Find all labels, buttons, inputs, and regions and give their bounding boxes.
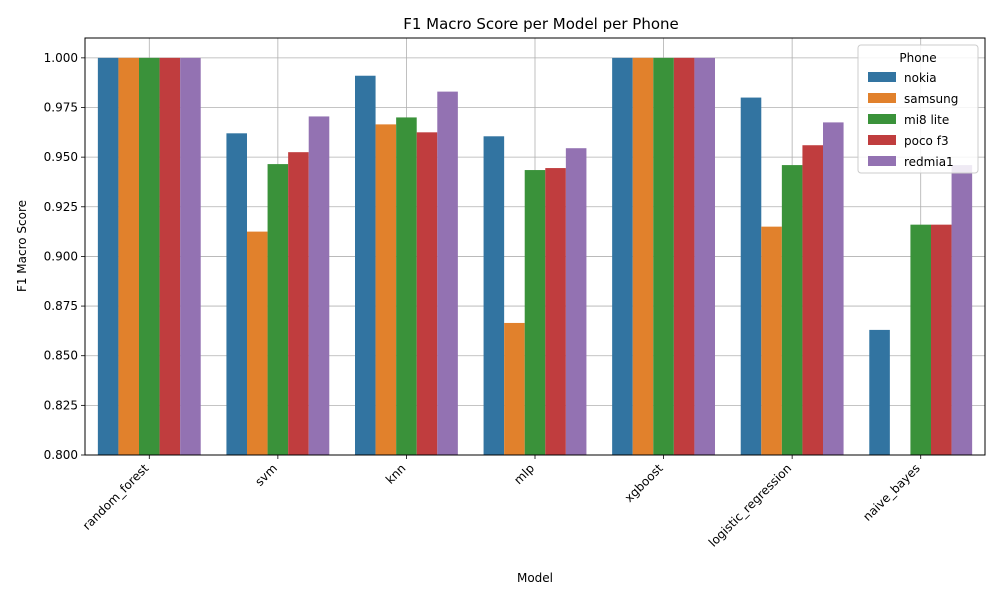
bar-nokia-random_forest <box>97 57 119 455</box>
bar-poco-f3-knn <box>416 132 438 456</box>
bar-poco-f3-svm <box>288 152 309 455</box>
y-tick-label: 0.800 <box>44 448 78 462</box>
bar-samsung-logistic_regression <box>761 226 782 455</box>
x-tick-label: naive_bayes <box>860 461 923 524</box>
bar-poco-f3-xgboost <box>673 57 695 455</box>
chart-title: F1 Macro Score per Model per Phone <box>403 15 679 33</box>
legend-entry: mi8 lite <box>904 113 949 127</box>
legend-entry: redmia1 <box>904 155 954 169</box>
bar-mi8-lite-naive_bayes <box>910 224 931 455</box>
bar-mi8-lite-svm <box>267 164 289 456</box>
y-axis-label: F1 Macro Score <box>15 200 29 292</box>
x-tick-label: xgboost <box>622 461 666 505</box>
legend-entry: poco f3 <box>904 134 949 148</box>
y-tick-label: 0.975 <box>44 101 78 115</box>
bar-nokia-logistic_regression <box>740 97 762 456</box>
bar-samsung-knn <box>375 124 397 455</box>
x-tick-label: random_forest <box>80 461 152 533</box>
x-tick-label: svm <box>252 461 280 489</box>
bar-samsung-mlp <box>504 322 525 455</box>
y-tick-label: 0.875 <box>44 299 78 313</box>
bar-redmia1-mlp <box>565 148 587 455</box>
bar-poco-f3-logistic_regression <box>802 145 823 455</box>
legend-swatch <box>868 135 896 145</box>
x-tick-label: mlp <box>511 461 537 487</box>
legend-swatch <box>868 93 896 103</box>
x-tick-label: knn <box>383 461 409 487</box>
bar-mi8-lite-random_forest <box>139 57 160 455</box>
bar-nokia-naive_bayes <box>869 329 890 455</box>
legend-swatch <box>868 72 896 82</box>
legend-entry: samsung <box>904 92 958 106</box>
bar-redmia1-naive_bayes <box>951 165 973 456</box>
legend: Phone nokia samsung mi8 lite poco f3 redmia1 <box>857 44 979 174</box>
bar-redmia1-knn <box>437 91 458 455</box>
bar-nokia-knn <box>355 75 376 455</box>
bars <box>97 57 973 456</box>
legend-entry: nokia <box>904 71 937 85</box>
y-tick-label: 0.850 <box>44 349 78 363</box>
bar-mi8-lite-knn <box>396 117 417 455</box>
legend-title: Phone <box>899 51 936 65</box>
bar-redmia1-svm <box>308 116 330 455</box>
bar-redmia1-logistic_regression <box>823 122 844 456</box>
bar-redmia1-random_forest <box>180 57 201 455</box>
bar-nokia-svm <box>226 133 247 456</box>
x-axis-label: Model <box>517 571 553 585</box>
legend-swatch <box>868 156 896 166</box>
x-tick-label: logistic_regression <box>706 461 794 549</box>
legend-swatch <box>868 114 896 124</box>
bar-mi8-lite-xgboost <box>653 57 674 455</box>
y-tick-label: 0.825 <box>44 398 78 412</box>
bar-mi8-lite-mlp <box>524 170 546 456</box>
y-tick-label: 0.950 <box>44 150 78 164</box>
bar-nokia-xgboost <box>612 57 633 455</box>
y-tick-label: 1.000 <box>44 51 78 65</box>
bar-samsung-xgboost <box>632 57 654 455</box>
y-axis-ticks: 0.800 0.825 0.850 0.875 0.900 0.925 0.950 0.975… <box>44 51 85 462</box>
bar-samsung-random_forest <box>118 57 139 455</box>
bar-samsung-svm <box>247 231 268 455</box>
bar-nokia-mlp <box>483 136 505 456</box>
bar-poco-f3-naive_bayes <box>931 224 952 455</box>
bar-mi8-lite-logistic_regression <box>781 165 803 456</box>
x-axis-ticks: random_forest svm knn mlp xgboost logistic_re… <box>80 455 923 550</box>
bar-redmia1-xgboost <box>694 57 715 455</box>
bar-poco-f3-mlp <box>545 168 566 456</box>
bar-poco-f3-random_forest <box>159 57 181 455</box>
y-tick-label: 0.900 <box>44 249 78 263</box>
y-tick-label: 0.925 <box>44 200 78 214</box>
